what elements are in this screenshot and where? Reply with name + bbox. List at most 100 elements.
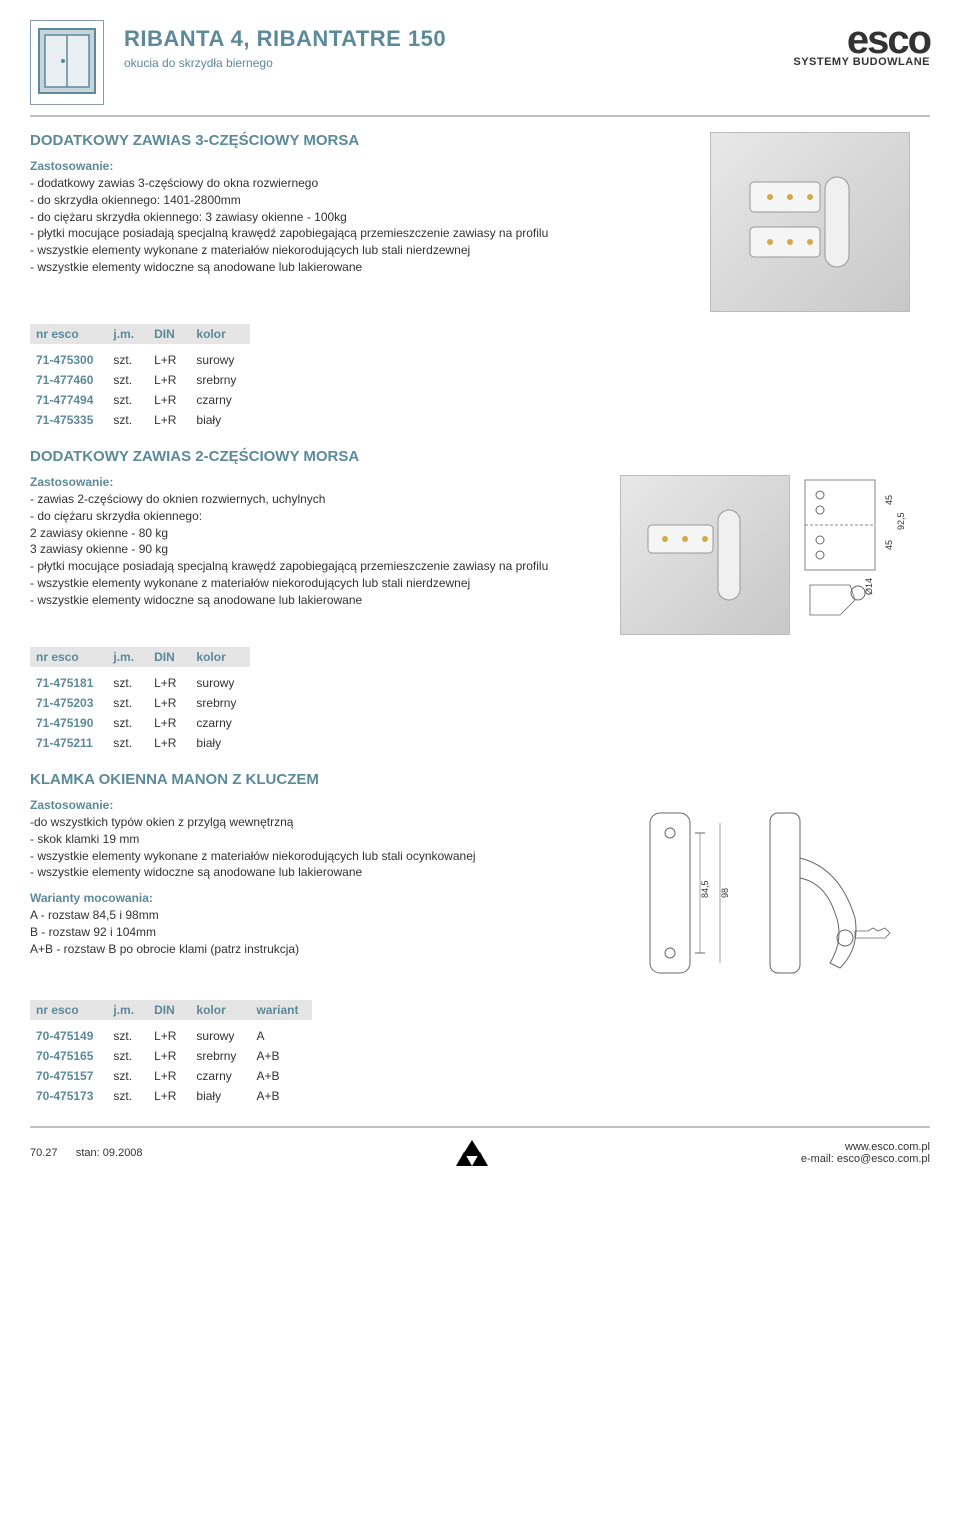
table-header: kolor xyxy=(190,1000,250,1020)
table-header: nr esco xyxy=(30,647,107,667)
table-cell: L+R xyxy=(148,713,190,733)
table-row: 71-475300szt.L+Rsurowy xyxy=(30,350,250,370)
desc-line: - do ciężaru skrzydła okiennego: xyxy=(30,508,590,525)
table-cell: surowy xyxy=(190,1026,250,1046)
desc-line: A+B - rozstaw B po obrocie klami (patrz … xyxy=(30,941,590,958)
svg-text:45: 45 xyxy=(884,540,894,550)
desc-line: -do wszystkich typów okien z przylgą wew… xyxy=(30,814,590,831)
section-handle: KLAMKA OKIENNA MANON Z KLUCZEM Zastosowa… xyxy=(30,771,930,1106)
desc-line: - wszystkie elementy widoczne są anodowa… xyxy=(30,259,590,276)
desc-line: 3 zawiasy okienne - 90 kg xyxy=(30,541,590,558)
table-header: wariant xyxy=(250,1000,312,1020)
desc-line: - wszystkie elementy wykonane z materiał… xyxy=(30,242,590,259)
table-header: DIN xyxy=(148,1000,190,1020)
desc-line: - płytki mocujące posiadają specjalną kr… xyxy=(30,225,590,242)
table-cell: szt. xyxy=(107,350,148,370)
table-cell: A+B xyxy=(250,1066,312,1086)
table-cell: L+R xyxy=(148,1046,190,1066)
window-icon xyxy=(30,20,104,105)
table-cell: srebrny xyxy=(190,693,250,713)
table-cell: 70-475173 xyxy=(30,1086,107,1106)
brand-logo: esco xyxy=(793,22,930,58)
footer-page: 70.27 xyxy=(30,1147,58,1159)
table-cell: L+R xyxy=(148,1066,190,1086)
brand-block: esco SYSTEMY BUDOWLANE xyxy=(793,20,930,68)
table-cell: biały xyxy=(190,1086,250,1106)
table-cell: biały xyxy=(190,410,250,430)
table-cell: L+R xyxy=(148,410,190,430)
table-header: j.m. xyxy=(107,324,148,344)
footer-url: www.esco.com.pl xyxy=(801,1141,930,1153)
table-row: 70-475149szt.L+RsurowyA xyxy=(30,1026,312,1046)
page-footer: 70.27 stan: 09.2008 www.esco.com.pl e-ma… xyxy=(30,1126,930,1168)
footer-logo-icon xyxy=(454,1138,490,1168)
footer-email: e-mail: esco@esco.com.pl xyxy=(801,1153,930,1165)
table-cell: A xyxy=(250,1026,312,1046)
footer-right: www.esco.com.pl e-mail: esco@esco.com.pl xyxy=(801,1141,930,1165)
section1-heading: DODATKOWY ZAWIAS 3-CZĘŚCIOWY MORSA xyxy=(30,132,590,149)
table-header: kolor xyxy=(190,647,250,667)
table-cell: szt. xyxy=(107,1066,148,1086)
table-row: 70-475157szt.L+RczarnyA+B xyxy=(30,1066,312,1086)
table-cell: 71-475203 xyxy=(30,693,107,713)
svg-text:98: 98 xyxy=(720,888,730,898)
table-cell: 71-475190 xyxy=(30,713,107,733)
table-row: 71-475335szt.L+Rbiały xyxy=(30,410,250,430)
svg-text:45: 45 xyxy=(884,495,894,505)
desc-line: - dodatkowy zawias 3-częściowy do okna r… xyxy=(30,175,590,192)
title-block: RIBANTA 4, RIBANTATRE 150 okucia do skrz… xyxy=(124,20,793,70)
table-cell: L+R xyxy=(148,390,190,410)
section1-desc: - dodatkowy zawias 3-częściowy do okna r… xyxy=(30,175,590,276)
desc-line: - wszystkie elementy wykonane z materiał… xyxy=(30,575,590,592)
section-hinge-2part: DODATKOWY ZAWIAS 2-CZĘŚCIOWY MORSA Zasto… xyxy=(30,448,930,753)
table-cell: L+R xyxy=(148,350,190,370)
section3-sub: Zastosowanie: xyxy=(30,798,590,812)
desc-line: - zawias 2-częściowy do oknien rozwierny… xyxy=(30,491,590,508)
table-cell: czarny xyxy=(190,390,250,410)
table-cell: szt. xyxy=(107,693,148,713)
table-header: DIN xyxy=(148,647,190,667)
desc-line: - do ciężaru skrzydła okiennego: 3 zawia… xyxy=(30,209,590,226)
table-row: 70-475165szt.L+RsrebrnyA+B xyxy=(30,1046,312,1066)
section3-desc: -do wszystkich typów okien z przylgą wew… xyxy=(30,814,590,881)
variants-heading: Warianty mocowania: xyxy=(30,891,590,905)
page-header: RIBANTA 4, RIBANTATRE 150 okucia do skrz… xyxy=(30,20,930,117)
desc-line: - wszystkie elementy widoczne są anodowa… xyxy=(30,864,590,881)
table-row: 71-475181szt.L+Rsurowy xyxy=(30,673,250,693)
table-cell: L+R xyxy=(148,673,190,693)
section1-table: nr escoj.m.DINkolor71-475300szt.L+Rsurow… xyxy=(30,324,250,430)
section2-sub: Zastosowanie: xyxy=(30,475,590,489)
page-title: RIBANTA 4, RIBANTATRE 150 xyxy=(124,26,793,52)
section3-variants: A - rozstaw 84,5 i 98mmB - rozstaw 92 i … xyxy=(30,907,590,957)
table-row: 71-475190szt.L+Rczarny xyxy=(30,713,250,733)
desc-line: 2 zawiasy okienne - 80 kg xyxy=(30,525,590,542)
table-cell: czarny xyxy=(190,713,250,733)
table-cell: biały xyxy=(190,733,250,753)
handle-drawing: 84,5 98 xyxy=(630,798,910,988)
desc-line: - skok klamki 19 mm xyxy=(30,831,590,848)
table-cell: srebrny xyxy=(190,370,250,390)
table-cell: czarny xyxy=(190,1066,250,1086)
table-header: kolor xyxy=(190,324,250,344)
desc-line: - płytki mocujące posiadają specjalną kr… xyxy=(30,558,590,575)
table-cell: szt. xyxy=(107,370,148,390)
desc-line: - do skrzydła okiennego: 1401-2800mm xyxy=(30,192,590,209)
table-cell: L+R xyxy=(148,1086,190,1106)
brand-tagline: SYSTEMY BUDOWLANE xyxy=(793,56,930,68)
section-hinge-3part: DODATKOWY ZAWIAS 3-CZĘŚCIOWY MORSA Zasto… xyxy=(30,132,930,430)
table-cell: surowy xyxy=(190,673,250,693)
table-header: nr esco xyxy=(30,324,107,344)
section1-sub: Zastosowanie: xyxy=(30,159,590,173)
svg-text:Ø14: Ø14 xyxy=(864,578,874,595)
desc-line: - wszystkie elementy wykonane z materiał… xyxy=(30,848,590,865)
table-cell: surowy xyxy=(190,350,250,370)
section2-table: nr escoj.m.DINkolor71-475181szt.L+Rsurow… xyxy=(30,647,250,753)
section2-desc: - zawias 2-częściowy do oknien rozwierny… xyxy=(30,491,590,609)
section2-heading: DODATKOWY ZAWIAS 2-CZĘŚCIOWY MORSA xyxy=(30,448,930,465)
table-cell: szt. xyxy=(107,733,148,753)
table-cell: szt. xyxy=(107,410,148,430)
hinge-2part-drawing: 45 45 92,5 Ø14 xyxy=(800,475,910,635)
table-cell: 70-475149 xyxy=(30,1026,107,1046)
table-cell: szt. xyxy=(107,390,148,410)
table-cell: L+R xyxy=(148,370,190,390)
